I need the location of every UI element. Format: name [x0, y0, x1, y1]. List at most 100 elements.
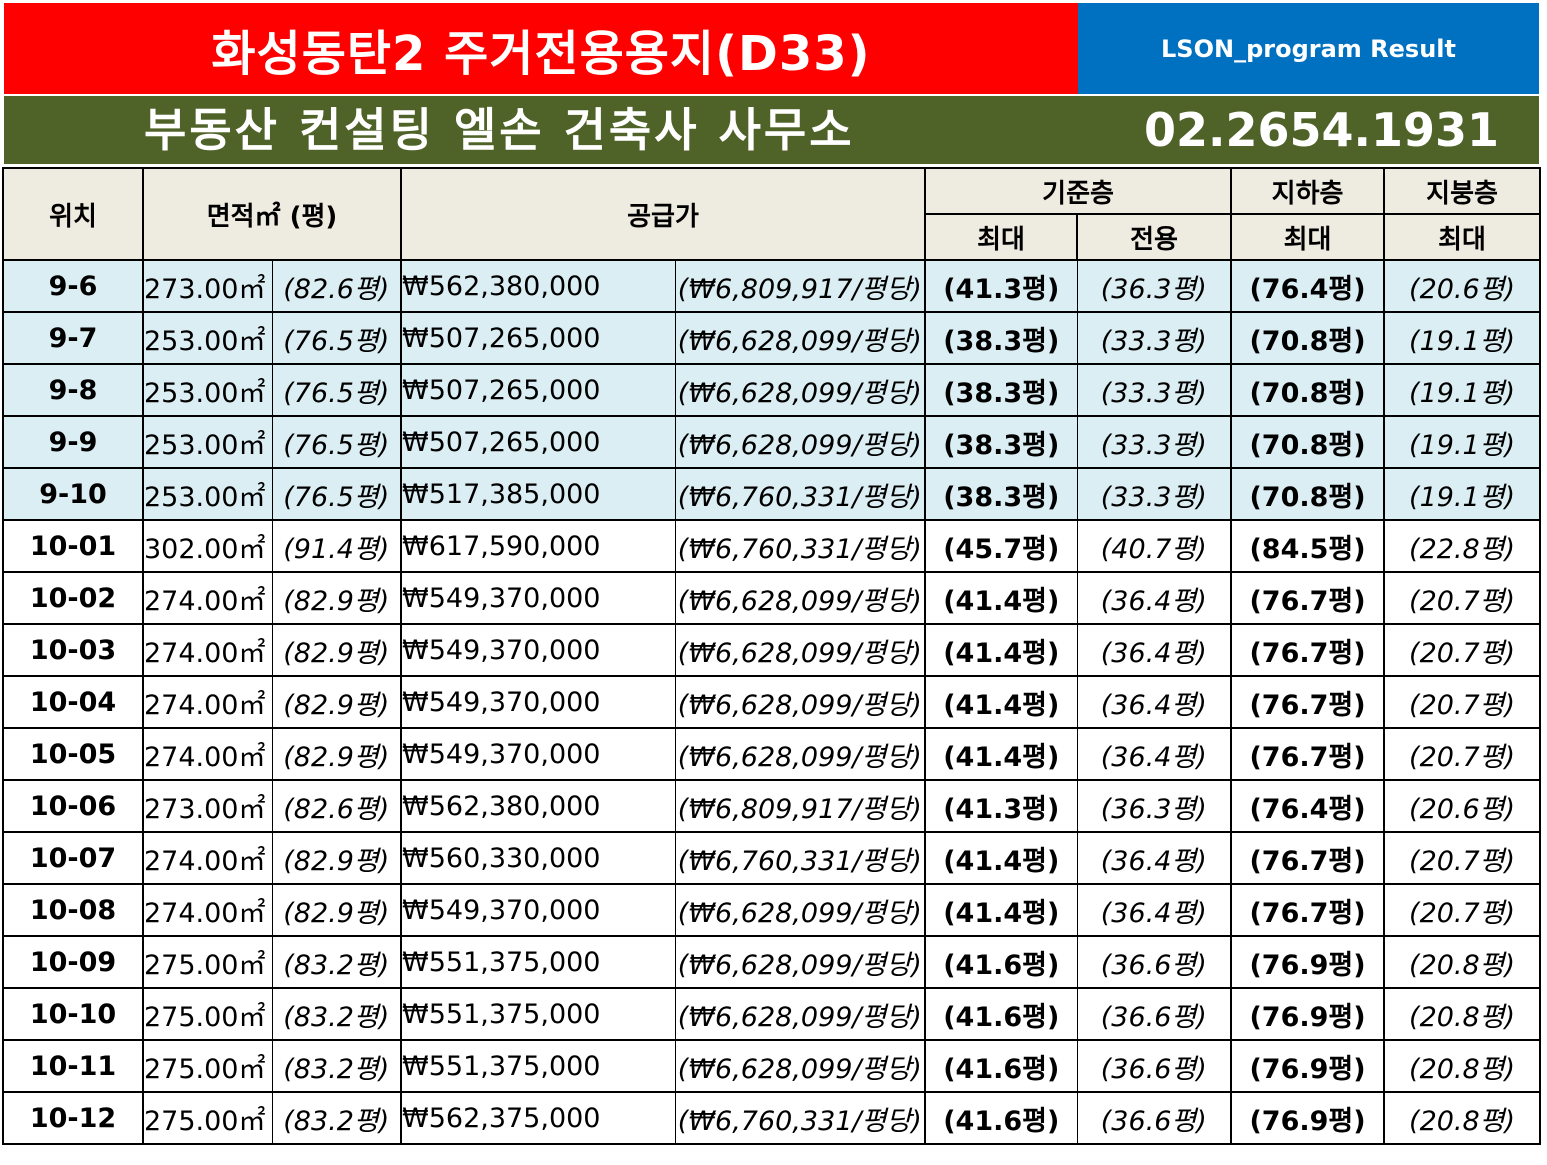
- basement-max-cell: (76.7평): [1230, 571, 1386, 625]
- unit-price-cell: (₩6,628,099/평당): [674, 415, 927, 469]
- base-max-cell: (41.4평): [924, 727, 1078, 781]
- basement-max-cell: (70.8평): [1230, 467, 1386, 521]
- office-phone: 02.2654.1931: [1144, 103, 1500, 157]
- basement-max-cell: (76.9평): [1230, 987, 1386, 1041]
- base-max-cell: (41.3평): [924, 779, 1078, 833]
- roof-max-cell: (20.8평): [1383, 1039, 1542, 1093]
- roof-max-cell: (19.1평): [1383, 415, 1542, 469]
- area-cell: 253.00㎡: [142, 363, 273, 417]
- base-max-cell: (38.3평): [924, 467, 1078, 521]
- roof-max-cell: (20.7평): [1383, 883, 1542, 937]
- base-max-cell: (41.4평): [924, 675, 1078, 729]
- price-cell: ₩507,265,000: [400, 415, 676, 469]
- table-row: 10-06 273.00㎡ (82.6평) ₩562,380,000 (₩6,809,9…: [2, 779, 1542, 833]
- basement-max-cell: (76.4평): [1230, 259, 1386, 313]
- base-exclusive-cell: (36.4평): [1076, 883, 1233, 937]
- roof-max-cell: (20.6평): [1383, 779, 1542, 833]
- area-cell: 275.00㎡: [142, 935, 273, 989]
- base-exclusive-cell: (36.3평): [1076, 259, 1233, 313]
- area-cell: 302.00㎡: [142, 519, 273, 573]
- table-row: 10-12 275.00㎡ (83.2평) ₩562,375,000 (₩6,760,3…: [2, 1091, 1542, 1145]
- base-max-cell: (45.7평): [924, 519, 1078, 573]
- table-header: 위치 면적㎡ (평) 공급가 기준층 지하층 지붕층 최대 전용 최대 최대: [2, 167, 1542, 261]
- table-row: 10-11 275.00㎡ (83.2평) ₩551,375,000 (₩6,628,0…: [2, 1039, 1542, 1093]
- basement-max-cell: (76.7평): [1230, 675, 1386, 729]
- page-title: 화성동탄2 주거전용용지(D33): [4, 3, 1078, 94]
- pyeong-cell: (82.9평): [271, 571, 403, 625]
- basement-max-cell: (76.9평): [1230, 1039, 1386, 1093]
- base-max-cell: (41.4평): [924, 623, 1078, 677]
- basement-max-cell: (70.8평): [1230, 363, 1386, 417]
- unit-price-cell: (₩6,809,917/평당): [674, 779, 927, 833]
- basement-max-cell: (76.7평): [1230, 831, 1386, 885]
- basement-max-cell: (84.5평): [1230, 519, 1386, 573]
- area-cell: 274.00㎡: [142, 727, 273, 781]
- table-row: 9-8 253.00㎡ (76.5평) ₩507,265,000 (₩6,628,099…: [2, 363, 1542, 417]
- pyeong-cell: (76.5평): [271, 467, 403, 521]
- unit-price-cell: (₩6,628,099/평당): [674, 311, 927, 365]
- price-cell: ₩549,370,000: [400, 883, 676, 937]
- basement-max-cell: (76.4평): [1230, 779, 1386, 833]
- roof-max-cell: (22.8평): [1383, 519, 1542, 573]
- unit-price-cell: (₩6,628,099/평당): [674, 935, 927, 989]
- location-cell: 10-03: [2, 623, 144, 677]
- base-max-cell: (41.3평): [924, 259, 1078, 313]
- area-cell: 275.00㎡: [142, 987, 273, 1041]
- basement-max-cell: (76.7평): [1230, 727, 1386, 781]
- pyeong-cell: (82.9평): [271, 675, 403, 729]
- unit-price-cell: (₩6,760,331/평당): [674, 467, 927, 521]
- unit-price-cell: (₩6,628,099/평당): [674, 623, 927, 677]
- basement-max-cell: (70.8평): [1230, 415, 1386, 469]
- location-cell: 10-04: [2, 675, 144, 729]
- price-cell: ₩549,370,000: [400, 675, 676, 729]
- area-cell: 274.00㎡: [142, 623, 273, 677]
- unit-price-cell: (₩6,628,099/평당): [674, 571, 927, 625]
- area-cell: 274.00㎡: [142, 883, 273, 937]
- area-cell: 274.00㎡: [142, 831, 273, 885]
- table-row: 10-10 275.00㎡ (83.2평) ₩551,375,000 (₩6,628,0…: [2, 987, 1542, 1041]
- pyeong-cell: (82.9평): [271, 727, 403, 781]
- pyeong-cell: (83.2평): [271, 1039, 403, 1093]
- base-exclusive-cell: (36.6평): [1076, 1039, 1233, 1093]
- title-bar: 화성동탄2 주거전용용지(D33) LSON_program Result: [4, 3, 1539, 94]
- basement-max-cell: (76.9평): [1230, 935, 1386, 989]
- price-cell: ₩562,380,000: [400, 779, 676, 833]
- col-basement: 지하층: [1230, 167, 1386, 215]
- pyeong-cell: (82.6평): [271, 259, 403, 313]
- pyeong-cell: (76.5평): [271, 415, 403, 469]
- base-exclusive-cell: (33.3평): [1076, 415, 1233, 469]
- base-exclusive-cell: (36.6평): [1076, 987, 1233, 1041]
- location-cell: 10-09: [2, 935, 144, 989]
- office-name: 부동산 컨설팅 엘손 건축사 사무소: [144, 103, 855, 157]
- area-cell: 273.00㎡: [142, 259, 273, 313]
- area-cell: 253.00㎡: [142, 415, 273, 469]
- pyeong-cell: (76.5평): [271, 363, 403, 417]
- unit-price-cell: (₩6,628,099/평당): [674, 675, 927, 729]
- program-label: LSON_program Result: [1078, 3, 1539, 94]
- table-row: 10-02 274.00㎡ (82.9평) ₩549,370,000 (₩6,628,0…: [2, 571, 1542, 625]
- pyeong-cell: (82.6평): [271, 779, 403, 833]
- base-exclusive-cell: (36.4평): [1076, 727, 1233, 781]
- roof-max-cell: (19.1평): [1383, 311, 1542, 365]
- price-cell: ₩507,265,000: [400, 311, 676, 365]
- pyeong-cell: (82.9평): [271, 831, 403, 885]
- area-cell: 274.00㎡: [142, 571, 273, 625]
- roof-max-cell: (20.8평): [1383, 935, 1542, 989]
- location-cell: 10-02: [2, 571, 144, 625]
- unit-price-cell: (₩6,760,331/평당): [674, 831, 927, 885]
- location-cell: 10-06: [2, 779, 144, 833]
- table-row: 9-7 253.00㎡ (76.5평) ₩507,265,000 (₩6,628,099…: [2, 311, 1542, 365]
- area-cell: 274.00㎡: [142, 675, 273, 729]
- base-exclusive-cell: (36.6평): [1076, 1091, 1233, 1145]
- pyeong-cell: (82.9평): [271, 883, 403, 937]
- location-cell: 10-10: [2, 987, 144, 1041]
- price-cell: ₩549,370,000: [400, 571, 676, 625]
- base-exclusive-cell: (40.7평): [1076, 519, 1233, 573]
- unit-price-cell: (₩6,628,099/평당): [674, 987, 927, 1041]
- area-cell: 253.00㎡: [142, 467, 273, 521]
- location-cell: 10-11: [2, 1039, 144, 1093]
- price-cell: ₩560,330,000: [400, 831, 676, 885]
- table-row: 10-04 274.00㎡ (82.9평) ₩549,370,000 (₩6,628,0…: [2, 675, 1542, 729]
- base-exclusive-cell: (36.4평): [1076, 571, 1233, 625]
- col-roof-max: 최대: [1383, 213, 1542, 261]
